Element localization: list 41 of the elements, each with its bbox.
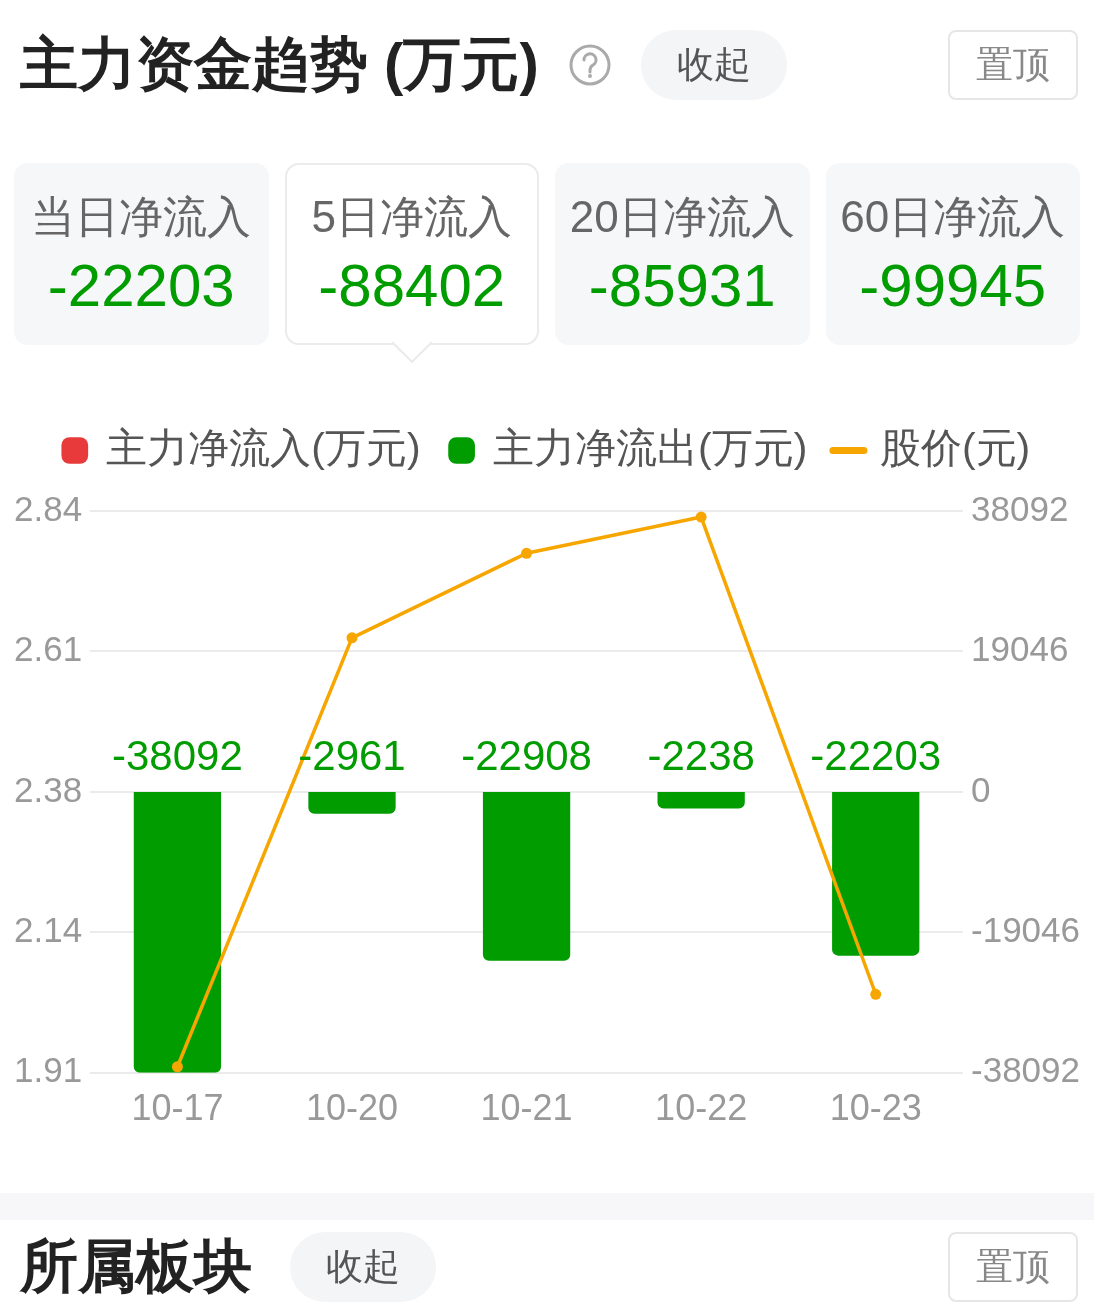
point bbox=[695, 511, 707, 523]
y-tick-label: 2.38 bbox=[14, 769, 83, 809]
y-tick-label: 2.61 bbox=[14, 629, 83, 669]
x-tick-label: 10-23 bbox=[829, 1087, 922, 1129]
y2-tick-label: -19046 bbox=[971, 910, 1080, 950]
y-tick-label: 1.91 bbox=[14, 1050, 83, 1090]
data-label: -88402 bbox=[318, 251, 506, 320]
data-label: -99945 bbox=[859, 251, 1047, 320]
point bbox=[521, 547, 533, 559]
x-tick-label: 10-17 bbox=[131, 1087, 224, 1129]
point bbox=[346, 632, 358, 644]
category-label: 60日净流入 bbox=[840, 191, 1066, 243]
category-label: 20日净流入 bbox=[569, 191, 795, 243]
x-tick-label: 10-20 bbox=[305, 1087, 399, 1129]
text: 所属板块 bbox=[20, 1232, 252, 1300]
text: 置顶 bbox=[976, 1245, 1050, 1289]
category-label: 当日净流入 bbox=[31, 191, 252, 243]
x-tick-label: 10-21 bbox=[480, 1087, 573, 1129]
data-label: -2238 bbox=[647, 732, 755, 780]
x-tick-label: 10-22 bbox=[655, 1087, 748, 1129]
data-label: -38092 bbox=[112, 732, 243, 780]
text: 收起 bbox=[326, 1245, 400, 1289]
y2-tick-label: 0 bbox=[971, 769, 991, 809]
legend-label: 主力净流出(万元) bbox=[493, 424, 808, 471]
text: 主力资金趋势 (万元) bbox=[20, 30, 539, 98]
text: 收起 bbox=[676, 43, 751, 87]
text: 置顶 bbox=[976, 43, 1050, 87]
y2-tick-label: 38092 bbox=[971, 488, 1069, 528]
data-label: -22908 bbox=[461, 732, 592, 780]
point bbox=[171, 1061, 183, 1073]
data-label: -22203 bbox=[47, 251, 235, 320]
category-label: 5日净流入 bbox=[311, 191, 512, 243]
y-tick-label: 2.14 bbox=[14, 910, 83, 950]
y2-tick-label: -38092 bbox=[971, 1050, 1080, 1090]
legend-label: 股价(元) bbox=[879, 424, 1031, 471]
data-label: -22203 bbox=[810, 732, 942, 780]
y2-tick-label: 19046 bbox=[971, 629, 1069, 669]
data-label: -85931 bbox=[588, 251, 776, 320]
point bbox=[870, 988, 882, 1000]
y-tick-label: 2.84 bbox=[14, 488, 83, 528]
legend-label: 主力净流入(万元) bbox=[106, 424, 421, 471]
